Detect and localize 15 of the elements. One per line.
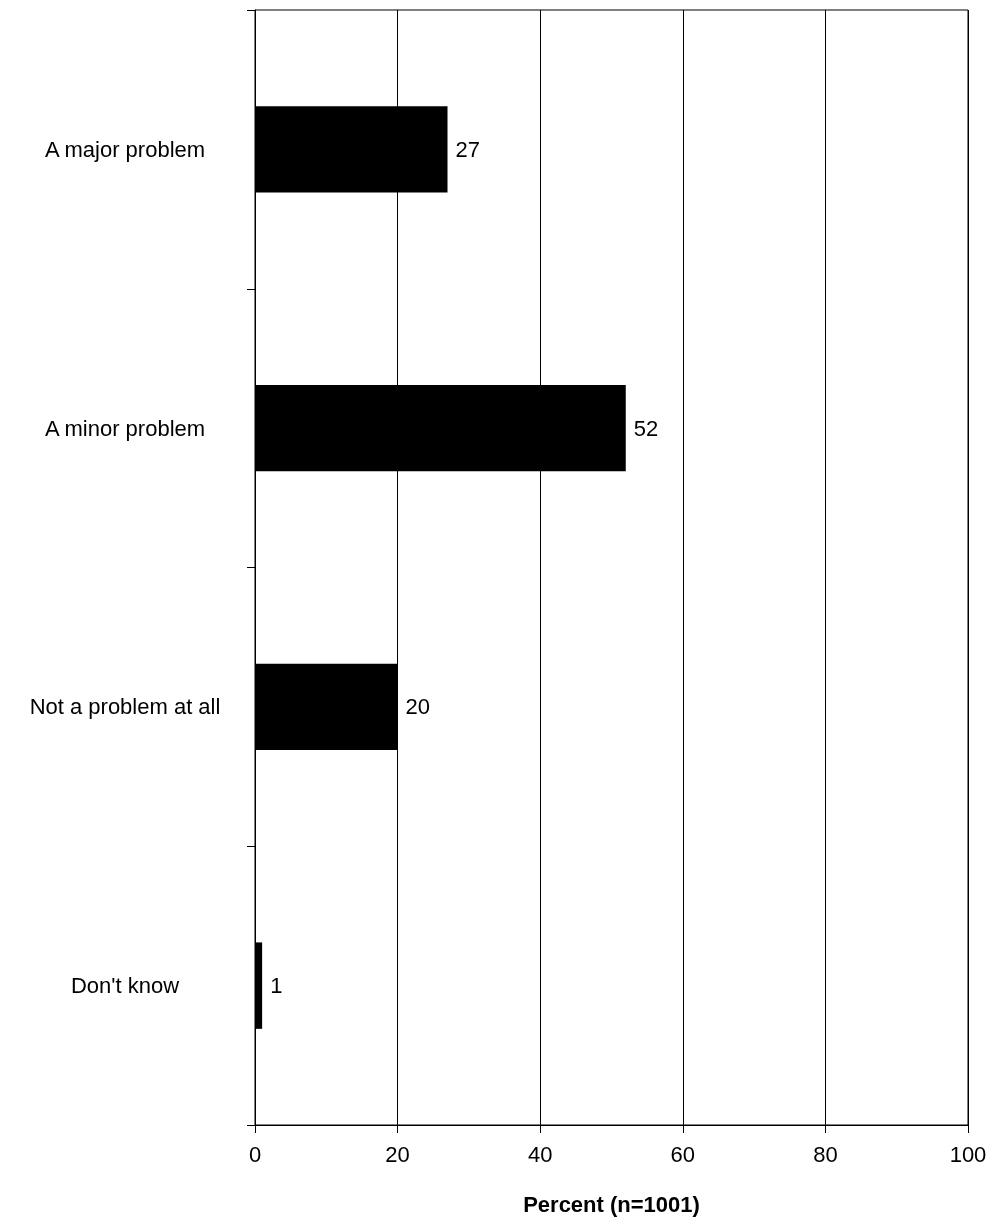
data-label: 27 bbox=[455, 136, 480, 162]
y-tick-label: A minor problem bbox=[44, 415, 206, 441]
x-tick-label: 80 bbox=[813, 1141, 838, 1167]
x-tick-label: 40 bbox=[527, 1141, 553, 1167]
y-tick-label: Don't know bbox=[70, 973, 180, 999]
data-label: 20 bbox=[405, 694, 431, 720]
x-tick-label: 60 bbox=[670, 1141, 696, 1167]
x-tick-label: 100 bbox=[949, 1141, 987, 1167]
x-tick-label: 0 bbox=[248, 1141, 262, 1167]
y-tick-label: A major problem bbox=[44, 136, 206, 162]
x-tick-label: 20 bbox=[385, 1141, 410, 1167]
x-axis-title: Percent (n=1001) bbox=[523, 1191, 700, 1217]
data-label: 52 bbox=[633, 415, 659, 441]
y-tick-label: Not a problem at all bbox=[29, 694, 221, 720]
data-label: 1 bbox=[270, 973, 283, 999]
